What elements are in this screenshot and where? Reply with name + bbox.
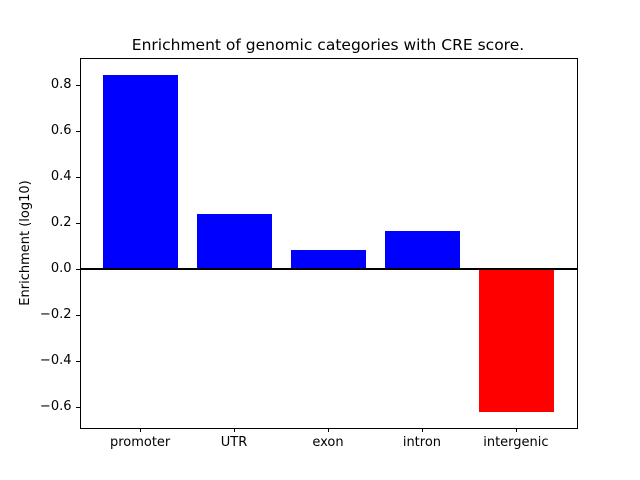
y-tick-label: 0.0 <box>50 261 72 277</box>
x-tick <box>515 428 517 432</box>
bar-exon <box>290 249 367 270</box>
x-tick-label-UTR: UTR <box>220 435 248 450</box>
x-tick-label-exon: exon <box>312 435 344 450</box>
y-tick <box>75 406 80 408</box>
y-tick <box>75 176 80 178</box>
y-tick-label: 0.2 <box>50 215 72 231</box>
chart-title: Enrichment of genomic categories with CR… <box>131 36 525 54</box>
bar-promoter <box>103 74 179 270</box>
x-tick <box>234 428 236 432</box>
zero-line <box>80 268 577 271</box>
y-tick <box>75 130 80 132</box>
y-tick-label: −0.6 <box>39 399 72 415</box>
y-tick-label: 0.4 <box>50 169 72 185</box>
x-tick-label-intergenic: intergenic <box>483 435 549 450</box>
x-tick <box>328 428 329 432</box>
plot-area <box>79 57 578 429</box>
x-tick <box>421 428 423 432</box>
y-tick-label: −0.2 <box>39 307 72 323</box>
bar-UTR <box>196 214 273 270</box>
y-tick <box>75 84 80 86</box>
y-tick-label: 0.8 <box>50 77 72 93</box>
x-tick-label-intron: intron <box>402 435 442 450</box>
y-tick <box>75 360 80 362</box>
y-tick <box>75 314 80 316</box>
bar-intergenic <box>478 269 554 413</box>
bar-intron <box>384 231 460 270</box>
x-tick-label-promoter: promoter <box>109 435 171 450</box>
x-tick <box>140 428 142 432</box>
y-tick <box>75 222 80 224</box>
y-tick <box>75 268 80 270</box>
y-tick-label: −0.4 <box>39 353 72 369</box>
y-tick-label: 0.6 <box>50 123 72 139</box>
